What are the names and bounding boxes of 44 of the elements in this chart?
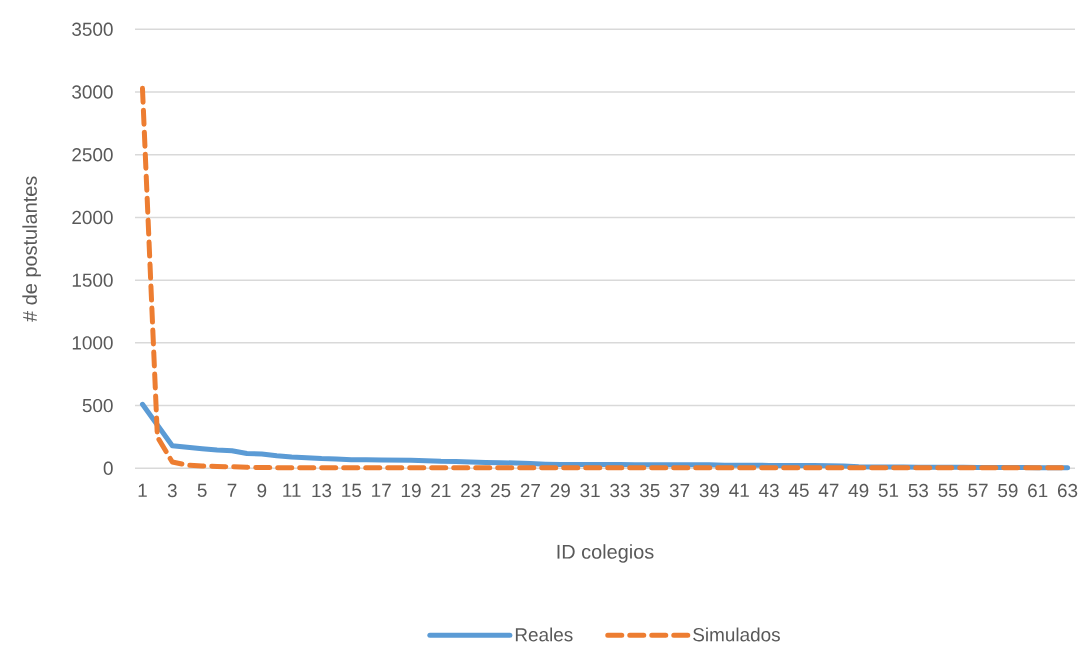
x-tick-label: 45: [788, 483, 809, 498]
x-tick-label: 15: [342, 483, 362, 498]
x-tick-label: 25: [490, 483, 511, 498]
x-tick-label: 59: [998, 483, 1018, 498]
y-tick-label: 1500: [72, 273, 113, 287]
x-tick-label: 61: [1028, 483, 1048, 498]
x-tick-label: 57: [968, 483, 988, 498]
y-tick-label: 0: [103, 461, 113, 475]
x-tick-label: 19: [401, 483, 421, 498]
y-tick-label: 2500: [72, 148, 113, 162]
x-tick-label: 3: [167, 483, 177, 498]
x-tick-label: 55: [938, 483, 958, 498]
x-tick-label: 51: [878, 483, 899, 498]
y-tick-label: 1000: [72, 336, 113, 350]
y-tick-label: 3500: [72, 22, 113, 36]
x-tick-label: 29: [550, 483, 570, 498]
x-tick-label: 23: [461, 483, 481, 498]
x-tick-label: 41: [729, 483, 749, 497]
x-axis-title: ID colegios: [557, 544, 654, 563]
x-tick-label: 17: [372, 483, 391, 497]
x-tick-label: 39: [699, 483, 720, 498]
x-tick-label: 49: [848, 483, 869, 498]
legend-label: Reales: [515, 627, 573, 642]
legend-label: Simulados: [693, 627, 780, 642]
x-tick-label: 35: [639, 483, 660, 498]
x-tick-label: 47: [818, 483, 839, 497]
x-tick-label: 33: [610, 483, 630, 498]
x-tick-label: 1: [138, 483, 147, 497]
y-tick-label: 500: [82, 398, 113, 413]
x-tick-label: 13: [312, 483, 332, 498]
x-tick-label: 5: [197, 483, 207, 498]
y-tick-label: 2000: [72, 210, 113, 225]
x-tick-label: 21: [431, 483, 451, 498]
y-axis-title: # de postulantes: [22, 176, 41, 322]
x-tick-label: 37: [669, 483, 690, 498]
x-tick-label: 7: [227, 483, 237, 497]
x-tick-label: 11: [283, 483, 301, 497]
x-tick-label: 27: [520, 483, 540, 498]
x-tick-label: 63: [1057, 483, 1078, 498]
x-tick-label: 9: [257, 483, 267, 498]
x-tick-label: 43: [759, 483, 779, 498]
y-tick-label: 3000: [72, 85, 113, 99]
x-tick-label: 53: [908, 483, 929, 498]
x-tick-label: 31: [580, 483, 600, 498]
